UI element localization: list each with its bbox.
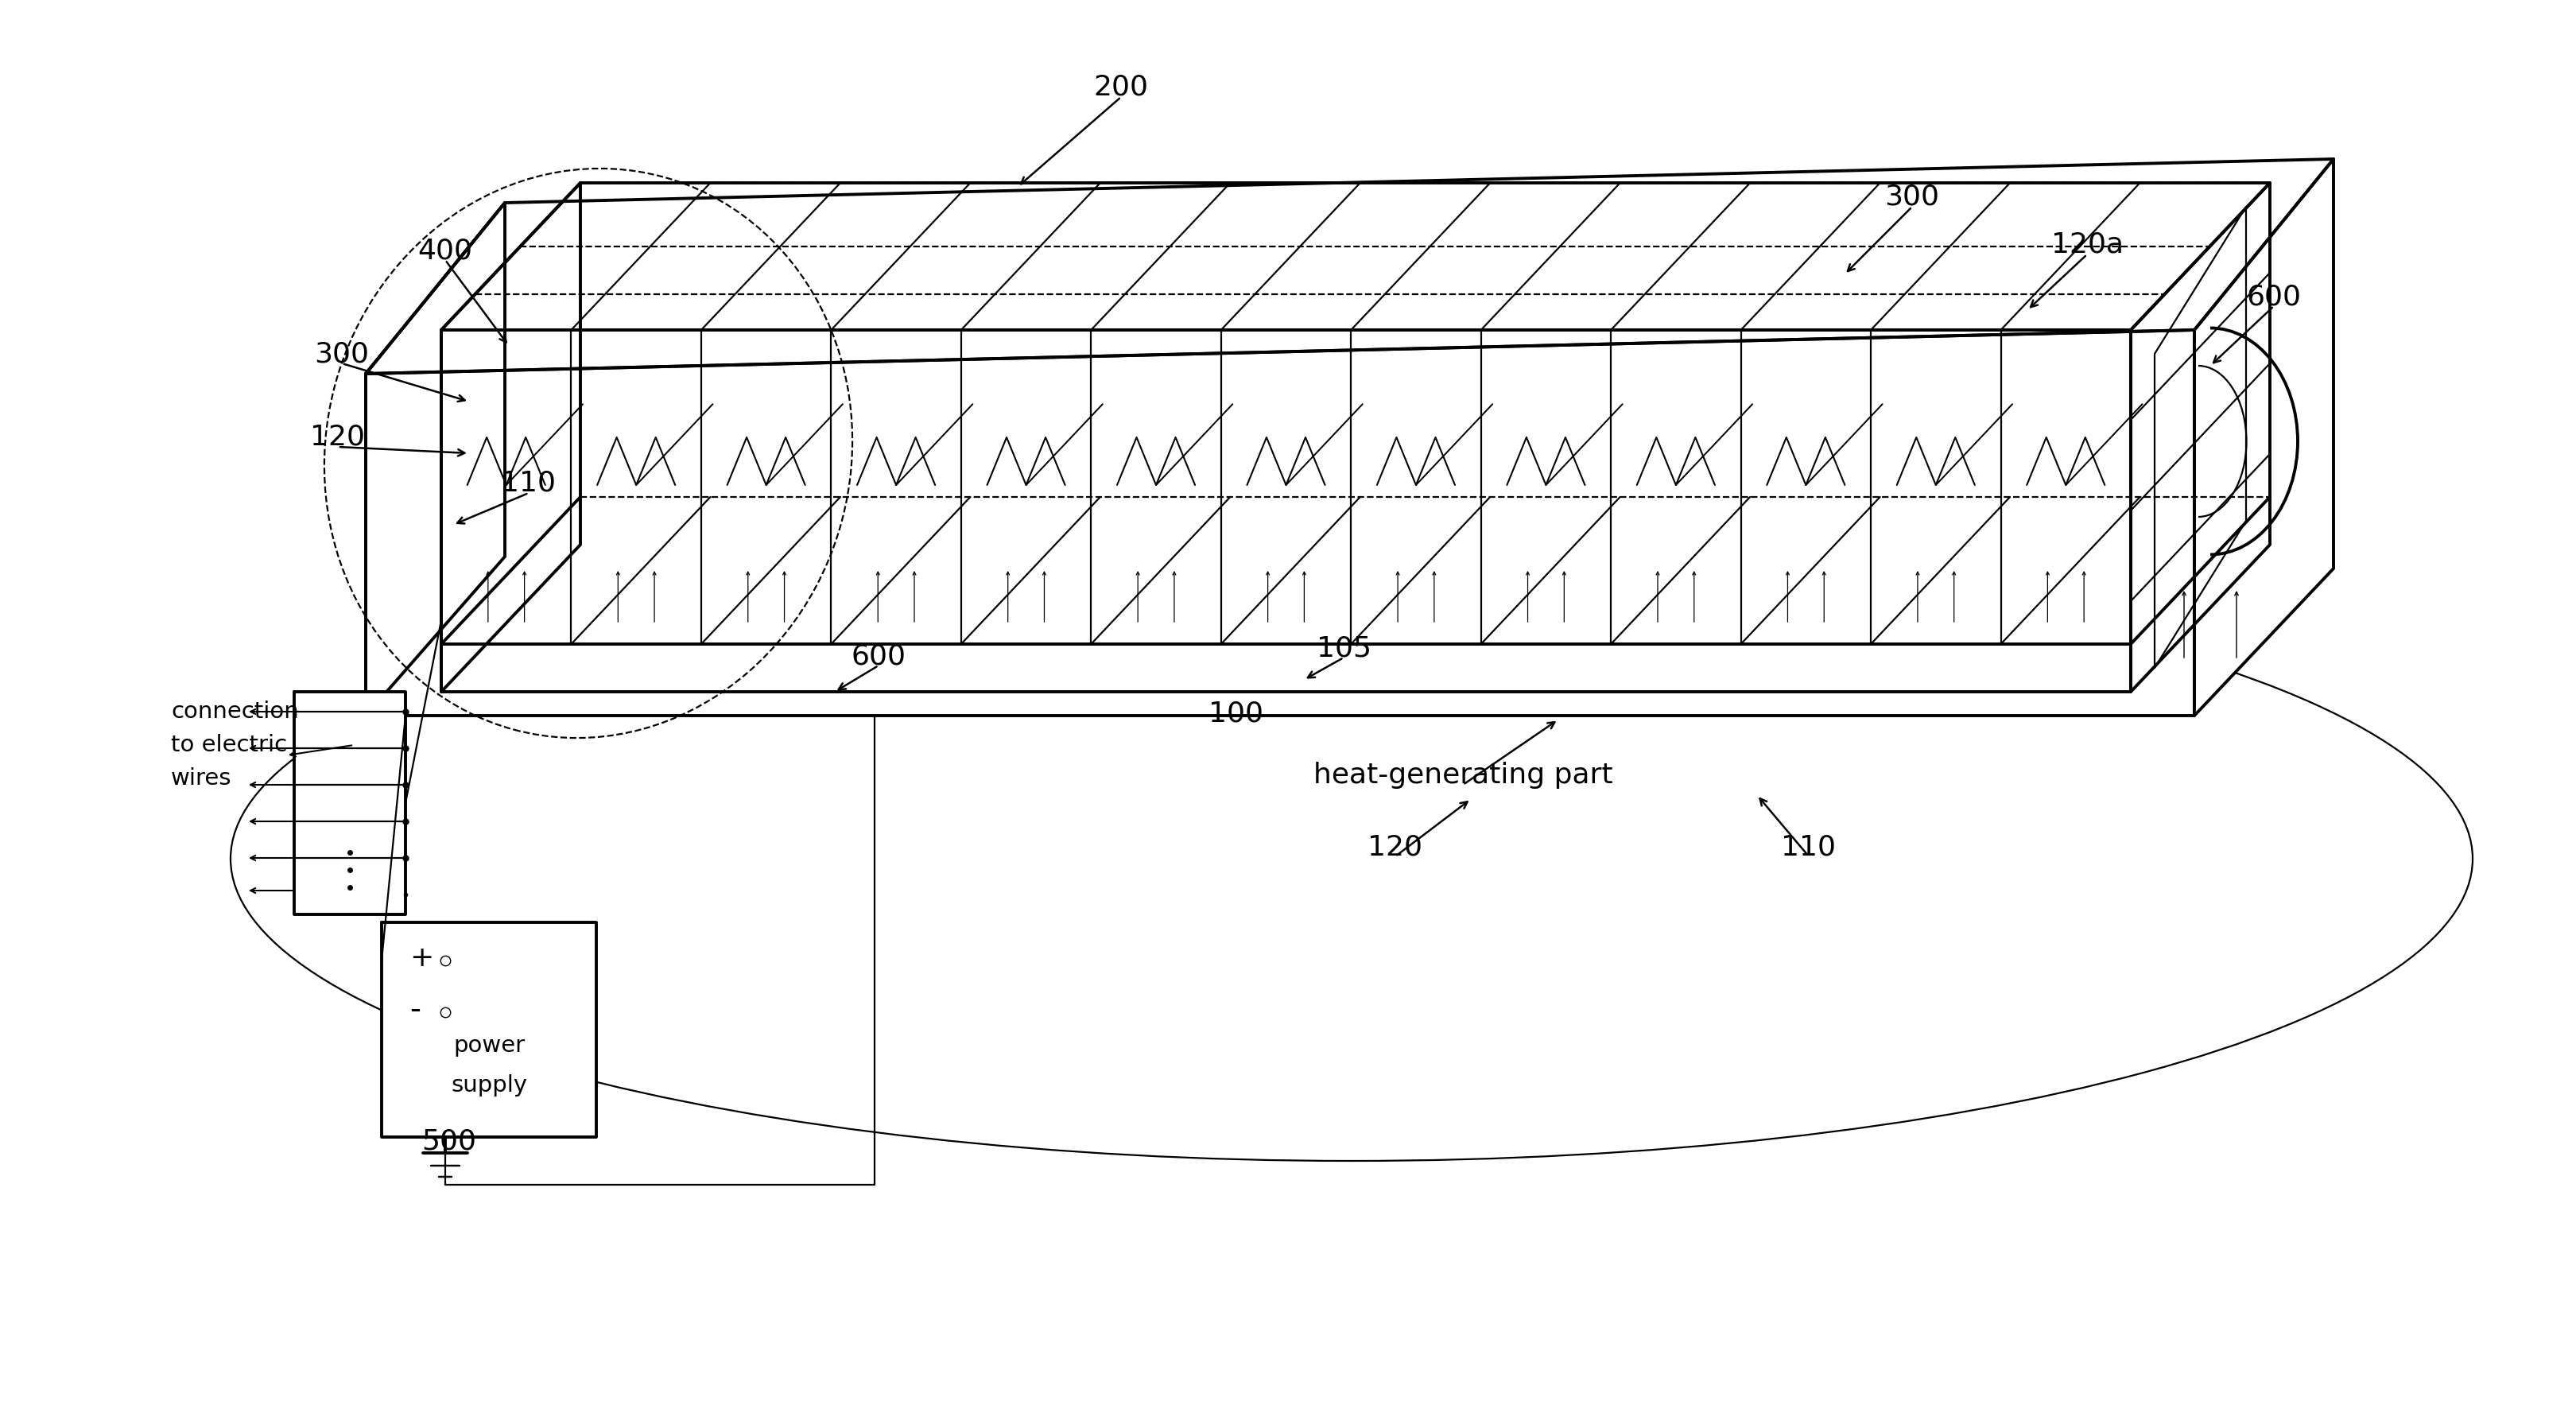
Text: connection: connection xyxy=(170,701,299,722)
Text: 105: 105 xyxy=(1316,635,1370,662)
Polygon shape xyxy=(366,159,2334,374)
Text: 110: 110 xyxy=(1783,833,1837,860)
Polygon shape xyxy=(440,183,2269,330)
Polygon shape xyxy=(366,202,505,715)
Text: 500: 500 xyxy=(422,1127,477,1155)
Polygon shape xyxy=(440,183,580,691)
Text: 600: 600 xyxy=(850,642,907,670)
Text: to electric: to electric xyxy=(170,733,286,756)
Text: 120: 120 xyxy=(1368,833,1422,860)
Text: 600: 600 xyxy=(2246,282,2300,311)
Polygon shape xyxy=(440,330,2130,691)
Polygon shape xyxy=(2195,159,2334,715)
Polygon shape xyxy=(381,922,595,1137)
Text: 120: 120 xyxy=(312,424,366,451)
Text: -: - xyxy=(410,995,420,1024)
Text: 400: 400 xyxy=(417,237,471,264)
Text: heat-generating part: heat-generating part xyxy=(1314,762,1613,788)
Text: wires: wires xyxy=(170,767,232,790)
Text: supply: supply xyxy=(451,1075,528,1096)
Text: power: power xyxy=(453,1034,526,1057)
Text: 120a: 120a xyxy=(2050,232,2123,259)
Polygon shape xyxy=(294,691,404,915)
Text: +: + xyxy=(410,944,433,972)
Polygon shape xyxy=(366,330,2195,715)
Polygon shape xyxy=(2130,183,2269,691)
Text: 100: 100 xyxy=(1208,700,1265,726)
Text: 110: 110 xyxy=(502,469,556,497)
Text: 300: 300 xyxy=(1886,184,1940,211)
Text: 200: 200 xyxy=(1095,74,1149,101)
Text: 300: 300 xyxy=(314,340,368,367)
